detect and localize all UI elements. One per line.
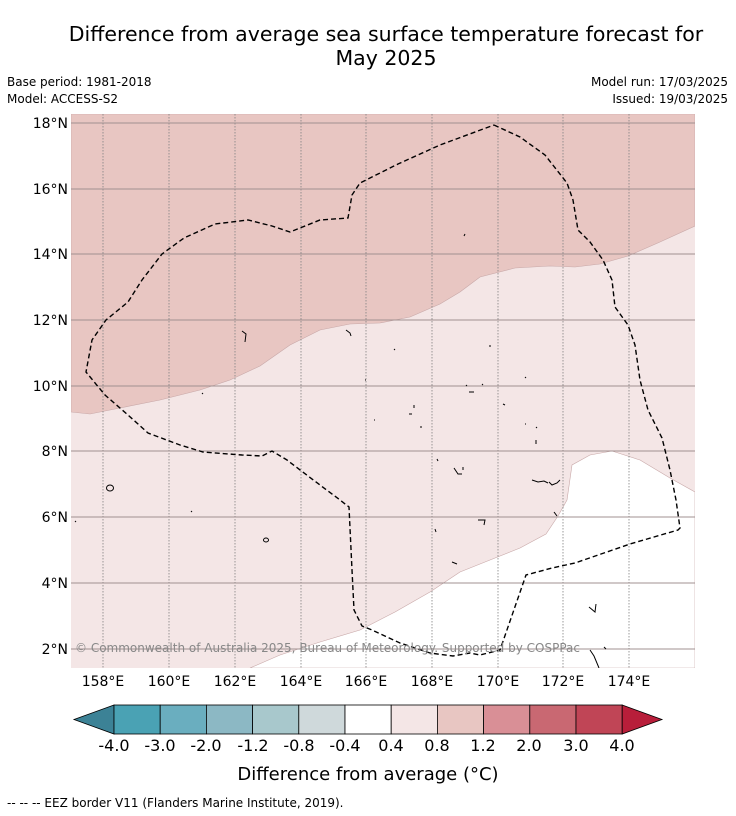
island-atolls xyxy=(241,233,466,351)
colorbar-tick: 0.8 xyxy=(424,736,450,755)
meta-left: Base period: 1981-2018 Model: ACCESS-S2 xyxy=(7,74,152,108)
colorbar-extend-low xyxy=(72,704,115,735)
island-jaluit xyxy=(553,511,558,517)
lat-label-8: 8°N xyxy=(41,444,68,460)
lat-label-2: 2°N xyxy=(41,642,68,658)
island-kwajalein xyxy=(531,479,561,486)
lat-label-16: 16°N xyxy=(32,182,68,198)
colorbar-segment xyxy=(483,704,531,735)
grid-lines xyxy=(102,114,630,668)
colorbar-segment xyxy=(390,704,438,735)
colorbar-segment xyxy=(205,704,253,735)
lat-label-18: 18°N xyxy=(32,116,68,132)
lon-label-158: 158°E xyxy=(81,674,125,690)
colorbar-label: Difference from average (°C) xyxy=(237,764,499,785)
colorbar-segment xyxy=(298,704,346,735)
colorbar-tick: -0.4 xyxy=(329,736,361,755)
lon-label-174: 174°E xyxy=(607,674,651,690)
island-ralik xyxy=(74,345,538,523)
anomaly-field-neutral xyxy=(249,450,695,668)
colorbar-segment xyxy=(252,704,300,735)
lon-label-166: 166°E xyxy=(344,674,388,690)
colorbar-tick: -3.0 xyxy=(144,736,176,755)
colorbar-segment xyxy=(436,704,484,735)
colorbar-segment xyxy=(159,704,207,735)
lat-label-14: 14°N xyxy=(32,247,68,263)
sst-map xyxy=(71,114,695,668)
colorbar-tick: 1.2 xyxy=(470,736,496,755)
colorbar-tick: 2.0 xyxy=(516,736,542,755)
colorbar-tick: -4.0 xyxy=(98,736,130,755)
colorbar-tick: 3.0 xyxy=(563,736,589,755)
base-period: Base period: 1981-2018 xyxy=(7,75,152,89)
lon-label-168: 168°E xyxy=(410,674,454,690)
lon-label-170: 170°E xyxy=(476,674,520,690)
title-line-1: Difference from average sea surface temp… xyxy=(68,22,704,46)
model-run: Model run: 17/03/2025 xyxy=(590,75,728,89)
colorbar-segment xyxy=(113,704,161,735)
lon-label-172: 172°E xyxy=(541,674,585,690)
lat-label-4: 4°N xyxy=(41,576,68,592)
colorbar-tick: 0.4 xyxy=(378,736,404,755)
map-title: Difference from average sea surface temp… xyxy=(0,22,736,70)
meta-right: Model run: 17/03/2025 Issued: 19/03/2025 xyxy=(591,74,728,108)
colorbar-tick: -0.8 xyxy=(283,736,315,755)
colorbar-segment xyxy=(529,704,577,735)
colorbar-tick: 4.0 xyxy=(609,736,635,755)
island-pohnpei xyxy=(106,484,114,492)
lon-label-160: 160°E xyxy=(147,674,191,690)
island-tarawa xyxy=(588,603,607,668)
lat-label-10: 10°N xyxy=(32,379,68,395)
lon-label-162: 162°E xyxy=(213,674,257,690)
lat-label-6: 6°N xyxy=(41,510,68,526)
colorbar-segment xyxy=(575,704,623,735)
eez-border xyxy=(85,124,681,657)
island-majuro xyxy=(453,467,464,475)
colorbar xyxy=(72,704,664,735)
issued-date: Issued: 19/03/2025 xyxy=(612,92,728,106)
islands xyxy=(74,233,607,668)
lat-label-12: 12°N xyxy=(32,313,68,329)
eez-footnote: -- -- -- EEZ border V11 (Flanders Marine… xyxy=(7,796,344,810)
colorbar-extend-high xyxy=(621,704,664,735)
copyright-notice: © Commonwealth of Australia 2025, Bureau… xyxy=(75,641,580,655)
colorbar-tick: -1.2 xyxy=(237,736,269,755)
colorbar-tick: -2.0 xyxy=(190,736,222,755)
model-name: Model: ACCESS-S2 xyxy=(7,92,119,106)
island-kosrae xyxy=(263,537,269,543)
grid-lat-lines xyxy=(71,122,695,650)
colorbar-segment xyxy=(344,704,392,735)
title-line-2: May 2025 xyxy=(335,46,437,70)
island-nauru xyxy=(434,519,486,565)
lon-label-164: 164°E xyxy=(279,674,323,690)
